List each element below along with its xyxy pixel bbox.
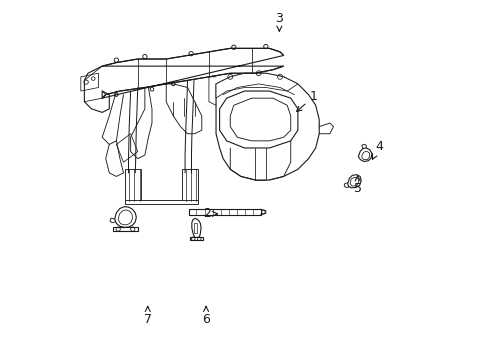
Polygon shape <box>182 169 198 201</box>
Text: 7: 7 <box>143 306 151 326</box>
Polygon shape <box>230 98 290 141</box>
Polygon shape <box>114 207 136 227</box>
Polygon shape <box>125 169 141 201</box>
Text: 1: 1 <box>296 90 317 112</box>
Polygon shape <box>189 209 260 215</box>
Polygon shape <box>190 237 202 240</box>
Polygon shape <box>116 134 138 162</box>
Text: 6: 6 <box>202 306 209 326</box>
Text: 2: 2 <box>203 207 217 220</box>
Text: 4: 4 <box>372 140 382 159</box>
Polygon shape <box>166 84 202 134</box>
Polygon shape <box>81 73 99 91</box>
Polygon shape <box>358 148 371 162</box>
Polygon shape <box>361 151 369 160</box>
Polygon shape <box>216 73 297 98</box>
Polygon shape <box>113 227 138 231</box>
Polygon shape <box>349 177 358 186</box>
Polygon shape <box>347 175 361 188</box>
Polygon shape <box>118 210 132 225</box>
Polygon shape <box>191 219 201 238</box>
Polygon shape <box>216 73 319 180</box>
Polygon shape <box>219 91 297 148</box>
Polygon shape <box>125 199 198 204</box>
Text: 3: 3 <box>275 12 283 31</box>
Polygon shape <box>102 48 283 98</box>
Polygon shape <box>194 223 197 233</box>
Text: 5: 5 <box>353 176 361 195</box>
